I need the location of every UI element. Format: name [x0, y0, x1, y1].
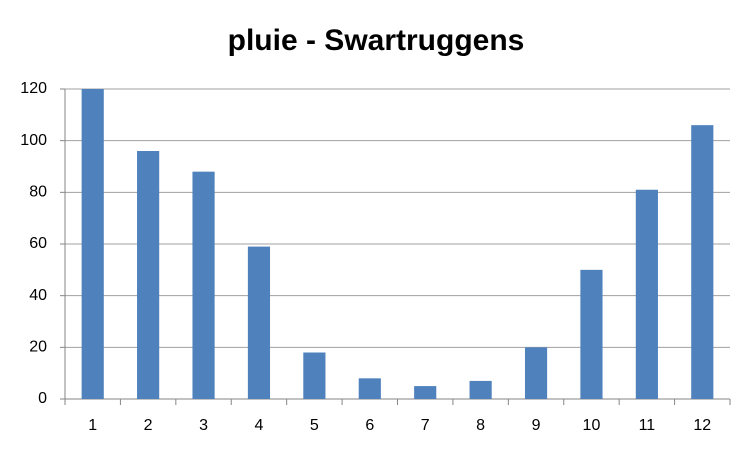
x-tick-label: 4 — [255, 417, 264, 434]
x-tick-label: 5 — [310, 417, 319, 434]
x-tick-label: 3 — [199, 417, 208, 434]
y-tick-label: 20 — [29, 339, 47, 356]
bar — [524, 347, 548, 399]
x-tick-label: 11 — [639, 417, 656, 434]
x-tick-label: 8 — [476, 417, 485, 434]
x-tick-label: 2 — [144, 417, 153, 434]
bar — [192, 171, 215, 399]
bar — [137, 151, 160, 399]
y-tick-label: 100 — [20, 132, 47, 149]
bar — [358, 378, 381, 399]
bar — [81, 89, 104, 399]
y-tick-label: 40 — [29, 287, 47, 304]
y-tick-label: 120 — [20, 80, 47, 97]
chart-title: pluie - Swartruggens — [228, 24, 525, 57]
y-tick-label: 80 — [29, 184, 47, 201]
x-tick-label: 9 — [532, 417, 541, 434]
bar — [469, 380, 492, 399]
y-tick-label: 0 — [38, 390, 47, 407]
bar — [414, 386, 437, 399]
x-tick-label: 10 — [583, 417, 601, 434]
bar — [580, 269, 603, 399]
bar — [691, 125, 714, 400]
y-tick-label: 60 — [29, 235, 47, 252]
x-tick-label: 6 — [365, 417, 374, 434]
x-tick-label: 12 — [693, 417, 711, 434]
x-tick-label: 7 — [421, 417, 430, 434]
x-tick-label: 1 — [88, 417, 97, 434]
bar — [247, 246, 271, 399]
bar — [303, 352, 326, 399]
bar — [635, 189, 658, 399]
